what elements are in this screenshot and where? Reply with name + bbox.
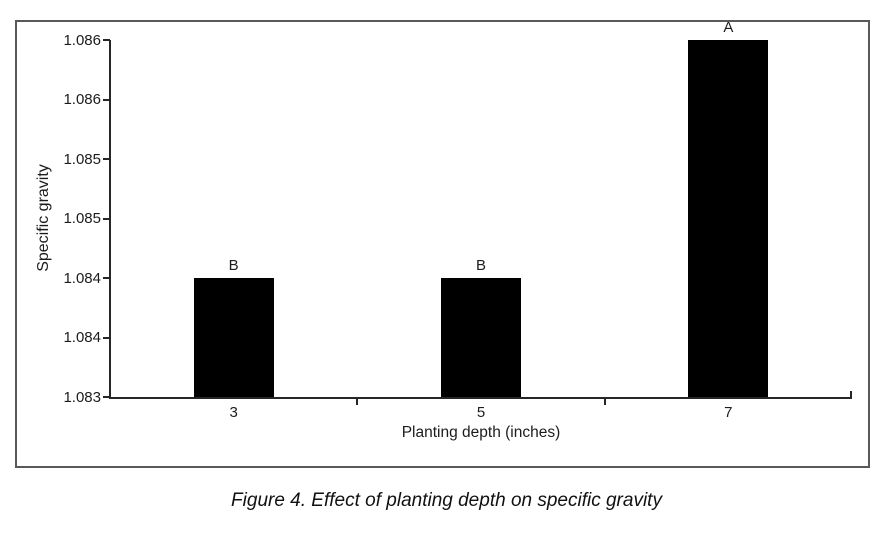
y-axis-title: Specific gravity: [35, 164, 52, 272]
y-axis-tick: [103, 277, 110, 279]
x-axis-tick: [356, 399, 359, 405]
y-axis-tick: [103, 98, 110, 101]
y-tick-label: 1.085: [63, 210, 101, 227]
bar: [441, 278, 521, 397]
y-axis-tick: [103, 158, 110, 160]
y-axis-line: [109, 40, 111, 399]
bar-significance-label: A: [723, 19, 734, 36]
x-axis-line: [109, 397, 852, 399]
bar-significance-label: B: [228, 257, 239, 274]
y-tick-label: 1.085: [63, 150, 101, 168]
y-axis-tick: [103, 396, 110, 398]
x-axis-end-tick: [850, 391, 852, 397]
x-tick-label: 5: [476, 404, 486, 421]
x-tick-label: 7: [724, 404, 733, 421]
figure-caption: Figure 4. Effect of planting depth on sp…: [231, 490, 662, 511]
y-tick-label: 1.084: [63, 329, 101, 346]
bar-significance-label: B: [475, 257, 486, 274]
y-axis-tick: [103, 336, 110, 339]
y-tick-label: 1.086: [63, 31, 101, 49]
y-axis-tick: [103, 217, 110, 220]
x-axis-title: Planting depth (inches): [401, 424, 561, 441]
y-tick-label: 1.084: [63, 269, 101, 287]
x-tick-label: 3: [229, 404, 238, 421]
y-tick-label: 1.083: [63, 388, 101, 406]
bar: [193, 278, 274, 397]
y-tick-label: 1.086: [63, 91, 101, 108]
y-axis-tick: [103, 39, 110, 41]
x-axis-tick: [603, 399, 606, 405]
bar: [688, 40, 769, 397]
